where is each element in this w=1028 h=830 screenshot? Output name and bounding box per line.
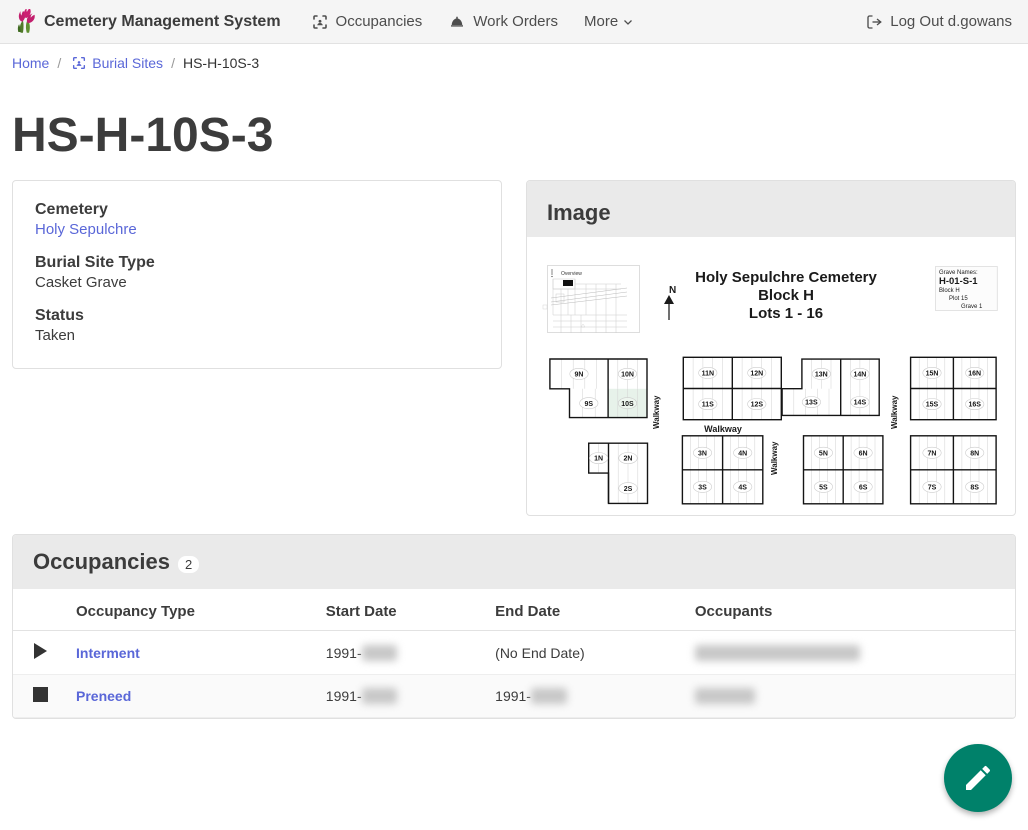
svg-text:H-01-S-1: H-01-S-1 bbox=[939, 276, 978, 287]
svg-text:15S: 15S bbox=[926, 402, 939, 409]
svg-text:15N: 15N bbox=[926, 371, 939, 378]
svg-text:14N: 14N bbox=[853, 372, 866, 379]
svg-text:11S: 11S bbox=[702, 402, 714, 409]
svg-text:Overview: Overview bbox=[561, 271, 582, 277]
svg-text:8S: 8S bbox=[970, 484, 979, 491]
svg-text:5S: 5S bbox=[819, 484, 828, 491]
svg-text:16N: 16N bbox=[968, 371, 981, 378]
svg-text:7S: 7S bbox=[928, 484, 937, 491]
svg-text:Walkway: Walkway bbox=[652, 395, 661, 429]
svg-text:12S: 12S bbox=[751, 402, 764, 409]
svg-text:1N: 1N bbox=[594, 456, 603, 463]
svg-text:16S: 16S bbox=[968, 402, 981, 409]
svg-text:2N: 2N bbox=[624, 456, 633, 463]
svg-text:4N: 4N bbox=[738, 450, 747, 457]
svg-text:10S: 10S bbox=[621, 401, 634, 408]
svg-text:8N: 8N bbox=[970, 450, 979, 457]
svg-text:7N: 7N bbox=[928, 450, 937, 457]
svg-text:Walkway: Walkway bbox=[770, 441, 779, 475]
svg-text:5N: 5N bbox=[819, 450, 828, 457]
svg-text:Walkway: Walkway bbox=[890, 395, 899, 429]
svg-text:Plot 15: Plot 15 bbox=[949, 296, 968, 302]
svg-text:Holy Sepulchre Cemetery: Holy Sepulchre Cemetery bbox=[695, 269, 877, 286]
svg-text:Grave 1: Grave 1 bbox=[961, 304, 983, 310]
svg-text:Block H: Block H bbox=[939, 288, 960, 294]
svg-text:Block H: Block H bbox=[758, 287, 814, 304]
svg-text:12N: 12N bbox=[750, 371, 763, 378]
svg-text:9S: 9S bbox=[585, 401, 594, 408]
svg-text:3S: 3S bbox=[698, 484, 707, 491]
svg-text:Lots 1 - 16: Lots 1 - 16 bbox=[749, 305, 823, 322]
svg-text:13N: 13N bbox=[815, 372, 828, 379]
svg-text:Walkway: Walkway bbox=[704, 424, 742, 434]
svg-text:14S: 14S bbox=[854, 400, 867, 407]
svg-text:N: N bbox=[669, 285, 676, 296]
svg-text:3N: 3N bbox=[698, 450, 707, 457]
svg-text:10N: 10N bbox=[621, 372, 634, 379]
svg-text:11N: 11N bbox=[702, 371, 714, 378]
svg-text:9N: 9N bbox=[575, 372, 584, 379]
svg-text:6N: 6N bbox=[859, 450, 868, 457]
svg-text:13S: 13S bbox=[805, 400, 818, 407]
svg-text:2S: 2S bbox=[624, 486, 633, 493]
svg-text:4S: 4S bbox=[738, 484, 747, 491]
svg-text:6S: 6S bbox=[859, 484, 868, 491]
